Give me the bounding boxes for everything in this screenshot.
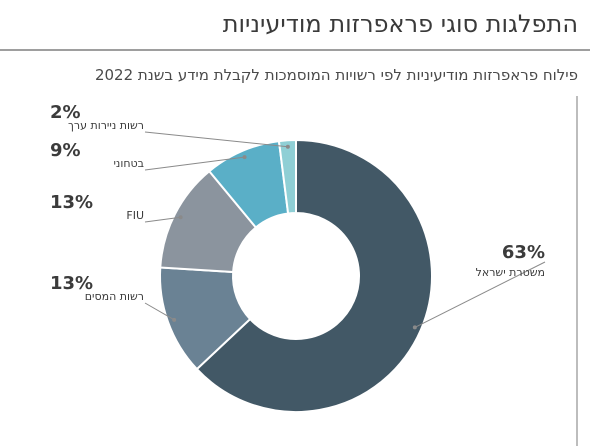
slice-category-label: רשות המסים xyxy=(85,290,144,303)
title-divider xyxy=(0,49,590,51)
leader-line xyxy=(144,156,245,171)
slice-percent-label: 13% xyxy=(50,273,93,294)
page-title: התפלגות סוגי פראפרזות מודיעיניות xyxy=(222,10,578,38)
slice-משטרת-ישראל xyxy=(195,138,433,413)
leader-line xyxy=(144,131,288,148)
slice-percent-label: 2% xyxy=(50,102,81,123)
slice-percent-label: 9% xyxy=(50,140,81,161)
leader-line xyxy=(144,302,175,321)
chart-subtitle: פילוח פראפרזות מודיעיניות לפי רשויות המו… xyxy=(94,66,578,84)
donut-slices xyxy=(159,138,433,413)
slice-רשות-ניירות-ערך xyxy=(277,138,297,215)
slice-category-label: רשות ניירות ערך xyxy=(68,119,144,132)
right-divider xyxy=(576,96,578,446)
slice-category-label: FIU xyxy=(126,209,144,222)
slice-category-label: משטרת ישראל xyxy=(476,266,545,279)
slice-category-label: בטחוני xyxy=(113,157,144,170)
leader-line xyxy=(414,261,546,328)
slice-percent-label: 13% xyxy=(50,192,93,213)
leader-line xyxy=(144,216,181,223)
slice-percent-label: 63% xyxy=(502,242,545,263)
